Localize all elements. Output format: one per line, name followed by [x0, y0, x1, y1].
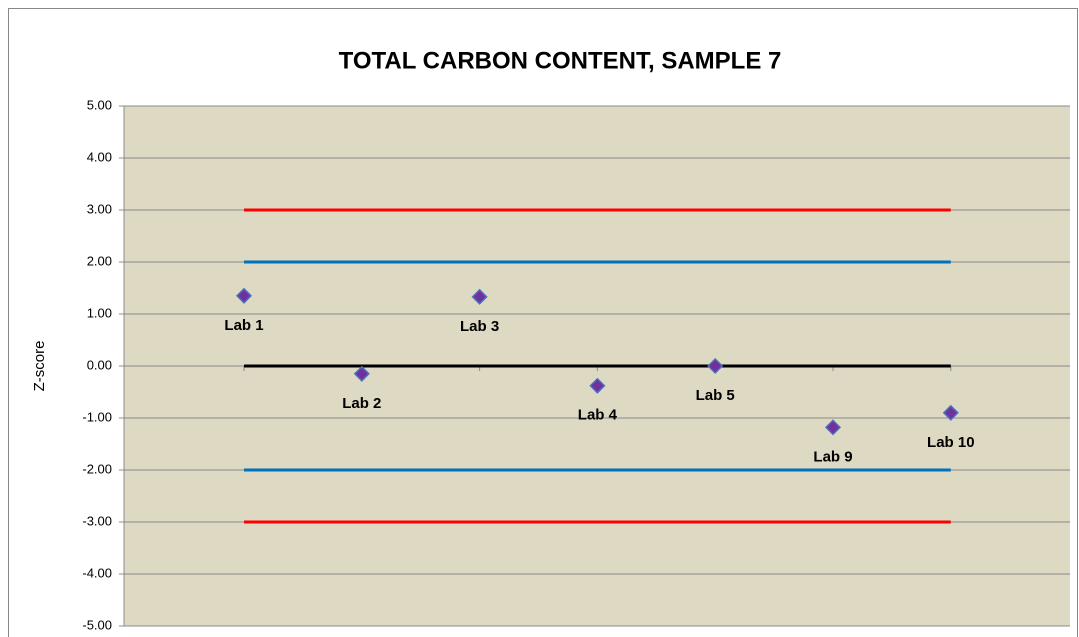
point	[235, 287, 253, 304]
y-tick-label: -3.00	[82, 513, 112, 528]
point-label: Lab 5	[696, 387, 735, 404]
point	[824, 419, 842, 436]
y-tick-label: 0.00	[87, 357, 112, 372]
point	[589, 377, 606, 394]
point-label: Lab 3	[460, 318, 499, 335]
y-tick-label: 2.00	[87, 253, 112, 268]
point-label: Lab 2	[342, 395, 381, 412]
point-label: Lab 4	[578, 407, 618, 424]
y-tick-label: -2.00	[82, 461, 112, 476]
point	[353, 365, 370, 382]
y-tick-label: 5.00	[87, 97, 112, 112]
y-tick-label: 4.00	[87, 149, 112, 164]
y-tick-label: -1.00	[82, 409, 112, 424]
y-tick-label: 3.00	[87, 201, 112, 216]
y-tick-label: -5.00	[82, 617, 112, 632]
point-label: Lab 10	[927, 434, 975, 451]
point	[707, 357, 724, 375]
point	[471, 288, 488, 305]
chart-title: TOTAL CARBON CONTENT, SAMPLE 7	[339, 47, 782, 74]
y-axis-label: Z-score	[31, 341, 48, 392]
y-tick-label: 1.00	[87, 305, 112, 320]
point-label: Lab 9	[813, 448, 852, 465]
point-label: Lab 1	[224, 317, 263, 334]
y-tick-label: -4.00	[82, 565, 112, 580]
point	[942, 404, 959, 421]
